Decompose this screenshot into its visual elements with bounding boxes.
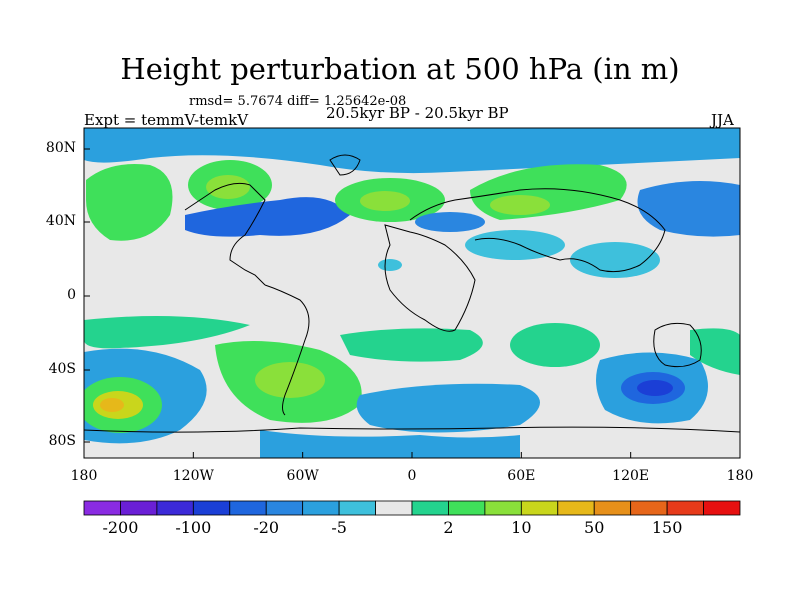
colorbar-swatch <box>484 500 522 516</box>
coast-south-america <box>264 284 310 416</box>
season-label: JJA <box>711 111 734 129</box>
field-sa-yellow <box>255 362 325 398</box>
field-europe-blue <box>415 212 485 232</box>
field-mideast-cyan <box>465 230 565 260</box>
coast-greenland <box>329 154 361 176</box>
contour-field <box>84 128 740 458</box>
colorbar-label: 150 <box>651 518 683 537</box>
lat-label: 40S <box>48 361 76 377</box>
field-antarctic-blue <box>260 430 520 458</box>
coast-north-america <box>184 182 266 286</box>
colorbar-label: 2 <box>443 518 454 537</box>
coast-eurasia <box>409 188 666 273</box>
field-sp-orange <box>100 398 124 412</box>
colorbar-swatch <box>557 500 595 516</box>
field-sa-ocean-blue <box>356 383 540 433</box>
lon-label: 60W <box>286 468 319 484</box>
colorbar-swatch <box>411 500 449 516</box>
colorbar-swatch <box>375 500 413 516</box>
field-io-teal <box>510 323 600 367</box>
lat-label: 80S <box>48 433 76 449</box>
field-atl-teal <box>340 328 483 362</box>
lon-label: 120W <box>172 468 214 484</box>
colorbar-swatch <box>302 500 340 516</box>
lon-label: 120E <box>612 468 650 484</box>
field-npac-green <box>86 164 173 241</box>
chart-title: Height perturbation at 500 hPa (in m) <box>120 52 680 86</box>
lat-label: 0 <box>67 287 76 303</box>
colorbar-swatch <box>448 500 486 516</box>
field-eurasia-yellow <box>490 195 550 215</box>
field-atlantic-yellow <box>360 191 410 211</box>
colorbar <box>83 500 741 516</box>
colorbar-label: 50 <box>584 518 605 537</box>
colorbar-swatch <box>192 500 231 516</box>
colorbar-label: 10 <box>511 518 532 537</box>
colorbar-swatch <box>593 500 632 516</box>
colorbar-label: -200 <box>102 518 139 537</box>
field-north-polar-blue <box>84 128 740 174</box>
stats-text: rmsd= 5.7674 diff= 1.25642e-08 <box>189 94 407 109</box>
colorbar-swatch <box>229 500 267 516</box>
colorbar-label: -100 <box>175 518 212 537</box>
coast-africa <box>384 224 476 332</box>
field-aus-teal <box>690 328 740 375</box>
field-sio-core <box>637 380 673 396</box>
coastlines <box>84 154 740 433</box>
lon-label: 180 <box>726 468 754 484</box>
lat-label: 80N <box>45 140 76 156</box>
field-asia-blue <box>637 181 740 237</box>
lon-label: 0 <box>407 468 417 484</box>
colorbar-swatch <box>520 500 559 516</box>
colorbar-swatch <box>630 500 668 516</box>
lon-label: 60E <box>507 468 536 484</box>
colorbar-swatch <box>338 500 376 516</box>
colorbar-swatch <box>156 500 194 516</box>
field-sp-teal <box>84 316 250 349</box>
field-us-blue <box>185 197 350 237</box>
colorbar-swatch <box>120 500 158 516</box>
coast-antarctica <box>84 426 740 433</box>
field-na-yellow <box>206 175 250 199</box>
period-label: 20.5kyr BP - 20.5kyr BP <box>326 104 509 122</box>
colorbar-swatch <box>703 500 741 516</box>
colorbar-swatch <box>83 500 121 516</box>
coast-australia <box>653 322 702 368</box>
colorbar-swatch <box>666 500 704 516</box>
experiment-label: Expt = temmV-temkV <box>84 111 249 129</box>
lat-ticks <box>84 148 90 443</box>
lon-label: 180 <box>70 468 98 484</box>
colorbar-label: -20 <box>253 518 280 537</box>
lon-ticks <box>83 452 741 458</box>
colorbar-swatch <box>265 500 304 516</box>
colorbar-label: -5 <box>331 518 347 537</box>
lat-label: 40N <box>45 213 76 229</box>
field-small-cyan <box>378 259 402 271</box>
field-india-cyan <box>570 242 660 278</box>
